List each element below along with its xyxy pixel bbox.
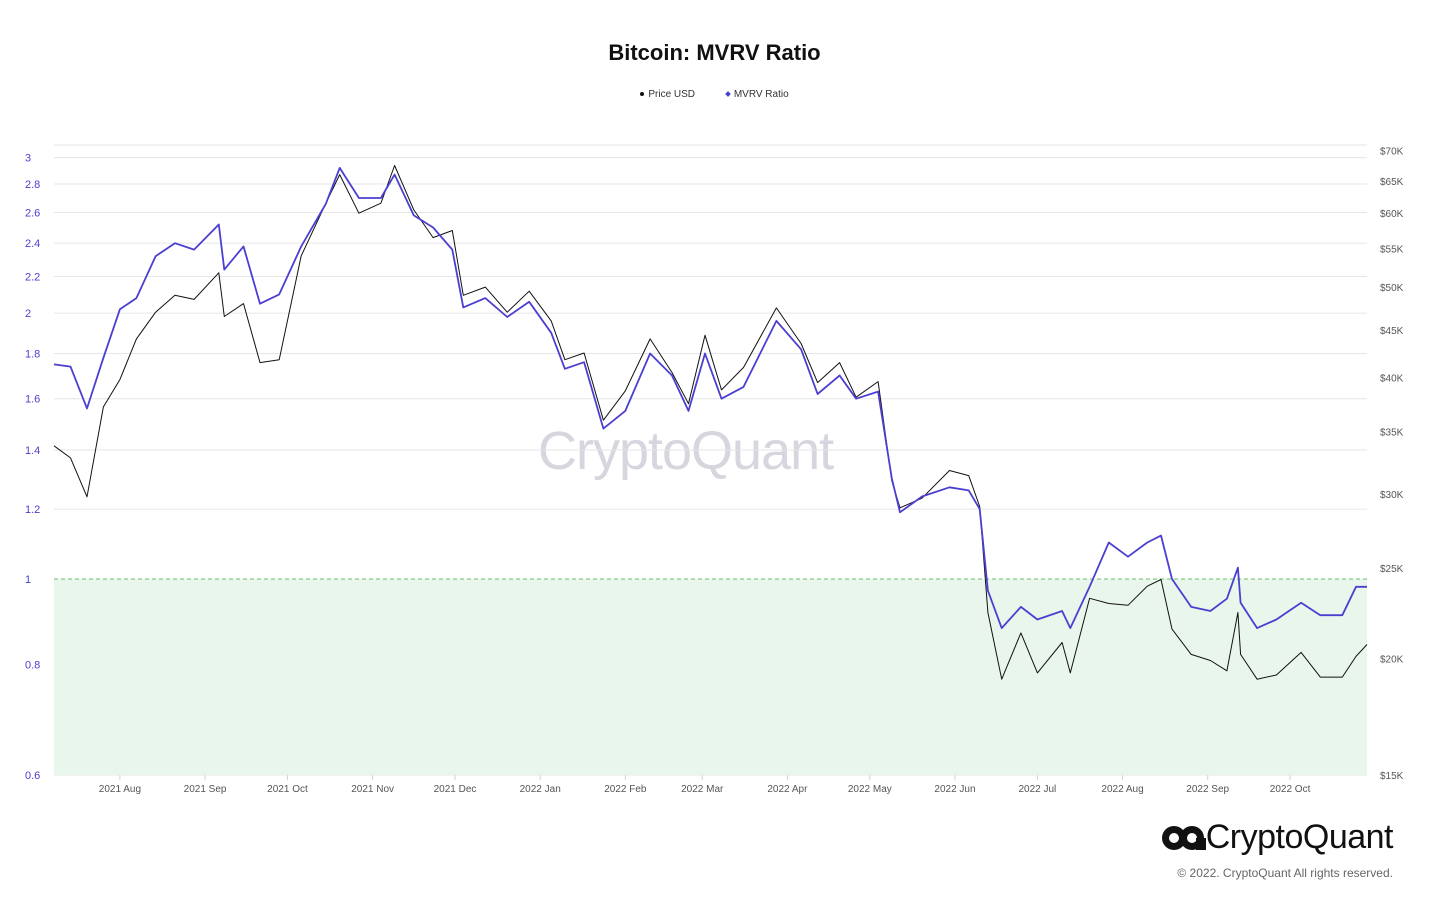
x-tick-label: 2021 Aug	[99, 784, 141, 795]
left-tick-label: 1	[25, 574, 31, 586]
x-axis: 2021 Aug 2021 Sep 2021 Oct 2021 Nov 2021 Dec…	[99, 775, 1311, 795]
x-tick-label: 2021 Oct	[267, 784, 308, 795]
left-tick-label: 1.6	[25, 394, 40, 406]
right-tick-label: $35K	[1380, 428, 1404, 439]
right-tick-label: $55K	[1380, 244, 1404, 255]
x-tick-label: 2022 Mar	[681, 784, 724, 795]
left-tick-label: 1.2	[25, 504, 40, 516]
legend-label-mvrv: MVRV Ratio	[733, 89, 789, 100]
x-tick-label: 2022 Sep	[1186, 784, 1229, 795]
cryptoquant-logo-icon	[1161, 825, 1206, 850]
below-one-shade	[54, 579, 1367, 775]
x-tick-label: 2022 Apr	[767, 784, 808, 795]
legend-label-price: Price USD	[648, 89, 696, 100]
left-tick-label: 1.8	[25, 349, 40, 361]
chart-legend: Price USD MVRV Ratio	[0, 89, 1429, 100]
legend-marker-price	[640, 92, 645, 97]
x-tick-label: 2022 May	[848, 784, 892, 795]
right-tick-label: $25K	[1380, 564, 1404, 575]
left-tick-label: 2.8	[25, 179, 40, 191]
left-tick-label: 2.2	[25, 272, 40, 284]
left-tick-label: 0.6	[25, 770, 40, 782]
right-tick-label: $65K	[1380, 177, 1404, 188]
price-series-line	[53, 165, 1368, 680]
reference-band	[54, 578, 1367, 775]
x-tick-label: 2021 Nov	[351, 784, 394, 795]
series-layer	[53, 165, 1368, 680]
x-tick-label: 2022 Jun	[934, 784, 975, 795]
right-tick-label: $50K	[1380, 283, 1404, 294]
right-tick-label: $45K	[1380, 326, 1404, 337]
left-tick-label: 2.6	[25, 207, 40, 219]
left-tick-label: 3	[25, 153, 31, 165]
x-tick-label: 2022 Jul	[1018, 784, 1056, 795]
x-tick-label: 2022 Aug	[1101, 784, 1143, 795]
right-tick-label: $15K	[1380, 771, 1404, 782]
x-tick-label: 2022 Feb	[604, 784, 647, 795]
brand-logo: CryptoQuant	[1160, 818, 1394, 857]
x-tick-label: 2021 Sep	[184, 784, 227, 795]
right-axis: $15K $20K $25K $30K $35K $40K $45K $50K $55K $60K…	[1380, 147, 1404, 782]
x-tick-label: 2021 Dec	[434, 784, 477, 795]
right-tick-label: $20K	[1380, 654, 1404, 665]
mvrv-series-line	[53, 166, 1367, 629]
left-tick-label: 0.8	[25, 660, 40, 672]
brand-name: CryptoQuant	[1205, 818, 1394, 856]
x-tick-label: 2022 Jan	[520, 784, 561, 795]
watermark: CryptoQuant	[538, 421, 834, 481]
copyright-text: © 2022. CryptoQuant All rights reserved.	[1177, 866, 1393, 880]
legend-item-price[interactable]: Price USD	[640, 89, 695, 100]
left-tick-label: 2.4	[25, 238, 40, 250]
right-tick-label: $40K	[1380, 374, 1404, 385]
right-tick-label: $60K	[1380, 209, 1404, 220]
chart-title: Bitcoin: MVRV Ratio	[608, 40, 821, 65]
right-tick-label: $30K	[1380, 490, 1404, 501]
left-tick-label: 1.4	[25, 445, 40, 457]
right-tick-label: $70K	[1380, 147, 1404, 158]
left-tick-label: 2	[25, 308, 31, 320]
x-tick-label: 2022 Oct	[1270, 784, 1311, 795]
legend-item-mvrv[interactable]: MVRV Ratio	[724, 89, 789, 100]
left-axis: 0.6 0.8 1 1.2 1.4 1.6 1.8 2 2.2 2.4 2.6 2.8 3	[25, 153, 40, 782]
